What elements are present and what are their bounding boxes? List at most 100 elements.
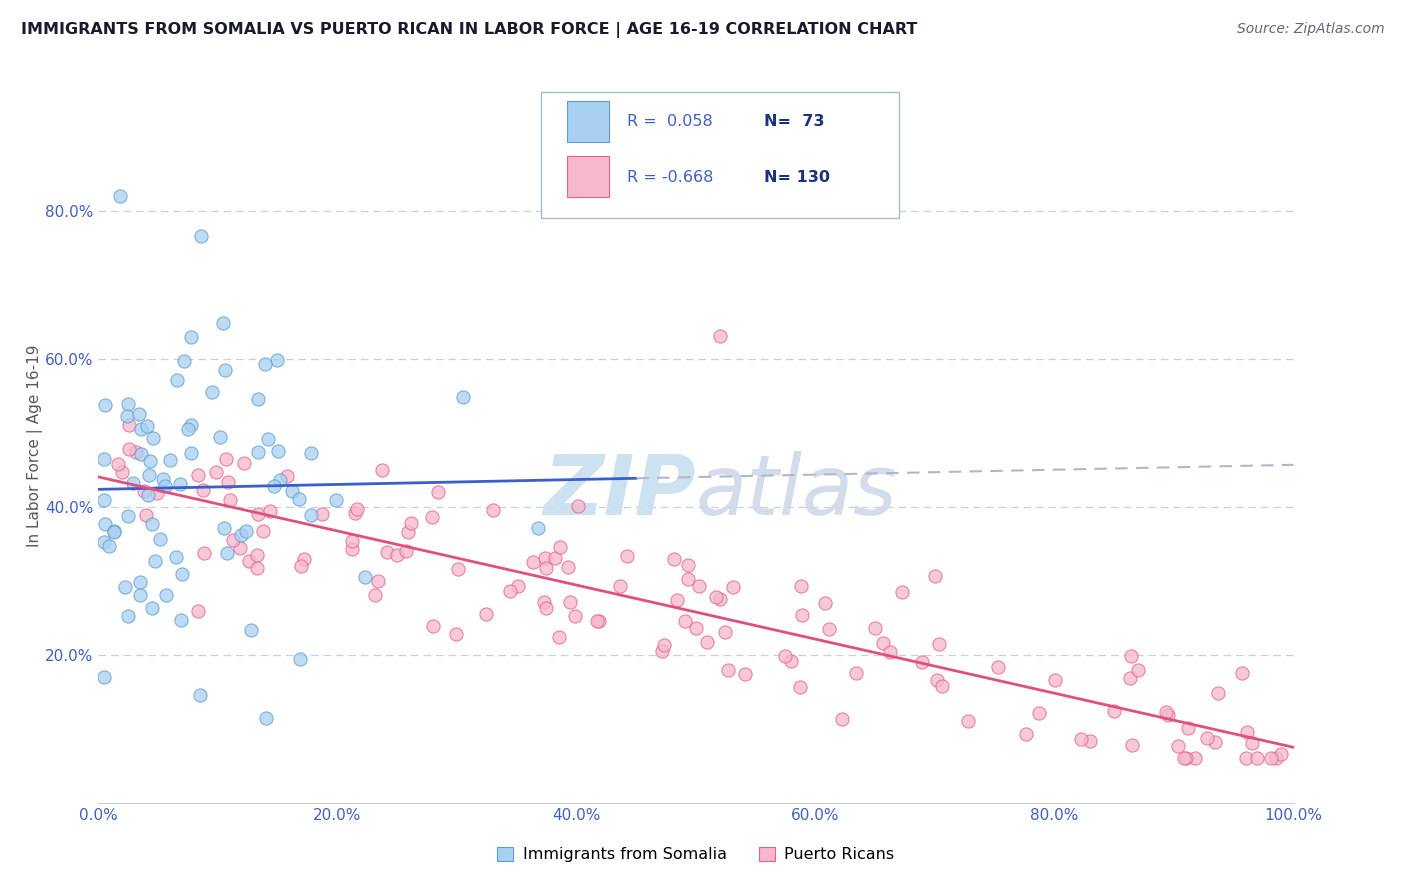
Point — [190, 229, 212, 244]
Point — [166, 373, 188, 387]
Text: N=  73: N= 73 — [763, 114, 824, 129]
Point — [129, 587, 152, 601]
Point — [665, 592, 688, 607]
Point — [290, 558, 312, 573]
Point — [259, 504, 281, 518]
Point — [427, 485, 450, 500]
Point — [299, 445, 322, 459]
Point — [188, 689, 211, 703]
Point — [879, 645, 901, 659]
Point — [187, 604, 209, 618]
Point — [132, 483, 155, 498]
Point — [779, 654, 801, 668]
Point — [1270, 747, 1292, 761]
Point — [93, 492, 115, 507]
Point — [367, 574, 389, 588]
Point — [254, 711, 277, 725]
Point — [1104, 704, 1126, 718]
Point — [139, 454, 162, 468]
Point — [267, 443, 290, 458]
FancyBboxPatch shape — [567, 101, 609, 142]
Point — [1173, 751, 1195, 765]
Point — [585, 615, 607, 629]
Point — [673, 614, 696, 628]
Text: R = -0.668: R = -0.668 — [627, 169, 713, 185]
Point — [678, 572, 700, 586]
Point — [773, 648, 796, 663]
Point — [354, 569, 377, 583]
Point — [652, 639, 675, 653]
Point — [676, 558, 699, 573]
Point — [1240, 736, 1263, 750]
Point — [734, 666, 756, 681]
Point — [1206, 686, 1229, 700]
Point — [246, 507, 269, 521]
Point — [155, 588, 177, 602]
Point — [129, 422, 152, 436]
Point — [172, 566, 194, 581]
Point — [200, 385, 222, 400]
Point — [257, 432, 280, 446]
Point — [103, 524, 125, 539]
Point — [688, 579, 710, 593]
Text: ZIP: ZIP — [543, 451, 696, 533]
Point — [928, 637, 950, 651]
Point — [872, 636, 894, 650]
Point — [340, 534, 363, 549]
Point — [717, 663, 740, 677]
Point — [204, 466, 226, 480]
Point — [135, 508, 157, 522]
Point — [890, 585, 912, 599]
Point — [375, 545, 398, 559]
Point — [557, 559, 579, 574]
Point — [269, 473, 291, 487]
Point — [385, 549, 408, 563]
Point — [1028, 706, 1050, 721]
Point — [180, 418, 202, 433]
Point — [709, 329, 731, 343]
Point — [987, 660, 1010, 674]
Point — [325, 493, 347, 508]
Point — [107, 457, 129, 471]
Point — [508, 579, 530, 593]
Point — [281, 484, 304, 499]
Point — [527, 521, 550, 535]
Point — [957, 714, 980, 728]
Point — [235, 524, 257, 538]
Point — [1157, 707, 1180, 722]
Point — [98, 539, 121, 553]
Point — [346, 502, 368, 516]
Point — [214, 363, 236, 377]
Point — [564, 609, 586, 624]
Point — [790, 579, 813, 593]
Point — [111, 465, 134, 479]
Point — [534, 550, 557, 565]
Point — [246, 549, 269, 563]
Point — [252, 524, 274, 539]
Point — [1204, 735, 1226, 749]
Point — [173, 354, 195, 368]
Point — [1175, 751, 1198, 765]
Point — [117, 509, 139, 524]
Text: In Labor Force | Age 16-19: In Labor Force | Age 16-19 — [27, 344, 44, 548]
Point — [115, 409, 138, 423]
Point — [831, 712, 853, 726]
Point — [125, 445, 148, 459]
FancyBboxPatch shape — [567, 156, 609, 197]
Point — [863, 621, 886, 635]
Point — [1246, 751, 1268, 765]
Point — [263, 479, 285, 493]
Point — [422, 509, 444, 524]
Point — [231, 528, 253, 542]
Point — [1015, 727, 1038, 741]
Point — [931, 680, 953, 694]
Point — [1234, 751, 1257, 765]
Point — [925, 673, 948, 687]
Point — [169, 477, 191, 491]
Point — [217, 546, 239, 560]
Point — [548, 630, 571, 644]
Point — [146, 486, 169, 500]
Point — [447, 562, 470, 576]
Point — [165, 550, 187, 565]
Point — [94, 516, 117, 531]
